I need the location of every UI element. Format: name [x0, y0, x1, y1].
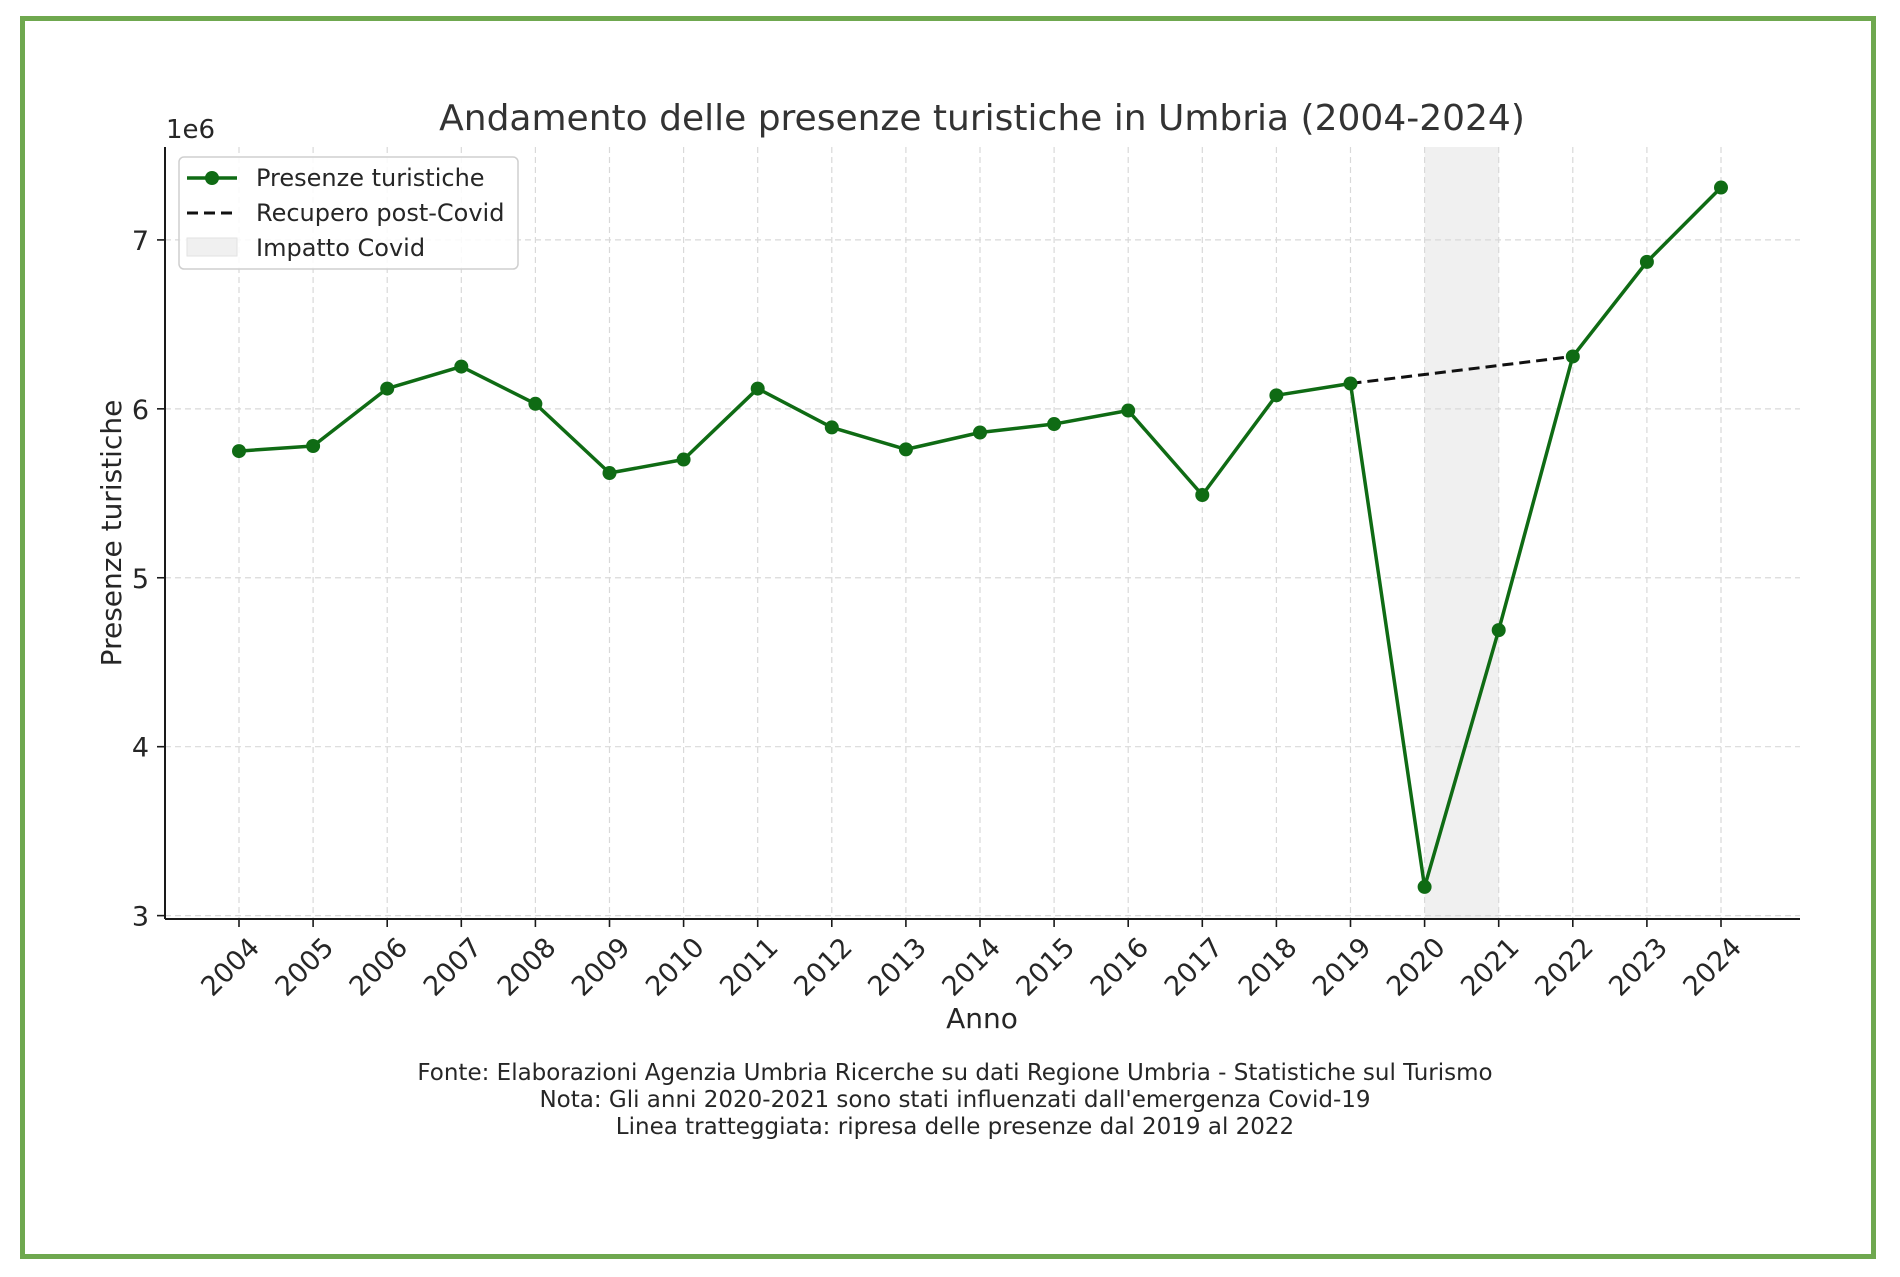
y-tick-label: 6 — [132, 395, 149, 426]
x-tick-label: 2012 — [788, 932, 859, 1003]
series-line-recupero-post-covid — [1350, 354, 1573, 385]
legend-label-recupero: Recupero post-Covid — [256, 199, 504, 227]
x-tick-label: 2017 — [1159, 932, 1230, 1003]
data-point-presenze — [1417, 879, 1432, 894]
x-tick-label: 2007 — [418, 932, 489, 1003]
data-point-presenze — [232, 444, 246, 459]
y-tick-label: 4 — [132, 733, 149, 764]
x-tick-label: 2020 — [1381, 932, 1452, 1003]
data-point-presenze — [1047, 417, 1062, 432]
x-tick-label: 2023 — [1603, 932, 1674, 1003]
caption-dashed-line-note: Linea tratteggiata: ripresa delle presen… — [616, 1114, 1294, 1140]
data-point-presenze — [528, 396, 543, 411]
data-point-presenze — [1639, 254, 1654, 269]
y-axis-label: Presenze turistiche — [95, 400, 128, 667]
data-point-presenze — [1714, 180, 1728, 195]
data-point-presenze — [380, 381, 395, 396]
covid-impact-band — [1424, 147, 1499, 919]
data-point-presenze — [306, 439, 321, 454]
x-tick-label: 2005 — [270, 932, 341, 1003]
data-point-presenze — [1121, 403, 1136, 418]
x-tick-label: 2014 — [936, 932, 1007, 1003]
x-tick-label: 2021 — [1455, 932, 1526, 1003]
chart-caption: Fonte: Elaborazioni Agenzia Umbria Ricer… — [417, 1060, 1492, 1140]
x-tick-label: 2022 — [1529, 932, 1600, 1003]
legend-label-covid: Impatto Covid — [256, 234, 425, 262]
x-tick-label: 2010 — [640, 932, 711, 1003]
data-point-presenze — [1565, 349, 1580, 364]
x-tick-label: 2016 — [1085, 932, 1156, 1003]
caption-source: Fonte: Elaborazioni Agenzia Umbria Ricer… — [417, 1060, 1492, 1086]
y-axis-offset-label: 1e6 — [166, 115, 215, 145]
data-point-presenze — [1269, 388, 1284, 403]
legend-marker-presenze — [205, 171, 219, 185]
legend-label-presenze: Presenze turistiche — [256, 164, 485, 192]
x-tick-label: 2006 — [344, 932, 415, 1003]
x-tick-label: 2024 — [1677, 932, 1748, 1003]
legend-swatch-covid — [186, 237, 238, 257]
x-tick-label: 2011 — [714, 932, 785, 1003]
chart-title: Andamento delle presenze turistiche in U… — [439, 98, 1525, 139]
caption-note: Nota: Gli anni 2020-2021 sono stati infl… — [539, 1087, 1370, 1113]
chart-legend: Presenze turistiche Recupero post-Covid … — [178, 156, 519, 270]
y-tick-label: 7 — [132, 226, 149, 257]
x-tick-label: 2009 — [566, 932, 637, 1003]
x-tick-label: 2008 — [492, 932, 563, 1003]
data-point-presenze — [1343, 376, 1358, 391]
legend-box — [178, 156, 519, 270]
data-point-presenze — [676, 452, 691, 467]
data-point-presenze — [454, 359, 469, 374]
x-tick-label: 2018 — [1233, 932, 1304, 1003]
data-point-presenze — [1195, 487, 1210, 502]
x-axis-label: Anno — [946, 1002, 1018, 1035]
y-tick-label: 5 — [132, 564, 149, 595]
data-point-presenze — [824, 420, 839, 435]
x-tick-label: 2019 — [1307, 932, 1378, 1003]
x-tick-label: 2013 — [862, 932, 933, 1003]
data-point-presenze — [1491, 623, 1506, 638]
x-tick-label: 2015 — [1011, 932, 1082, 1003]
data-point-presenze — [750, 381, 765, 396]
data-point-presenze — [602, 466, 617, 481]
data-point-presenze — [973, 425, 987, 440]
y-tick-label: 3 — [132, 902, 149, 933]
data-point-presenze — [898, 442, 913, 457]
x-tick-label: 2004 — [195, 932, 266, 1003]
